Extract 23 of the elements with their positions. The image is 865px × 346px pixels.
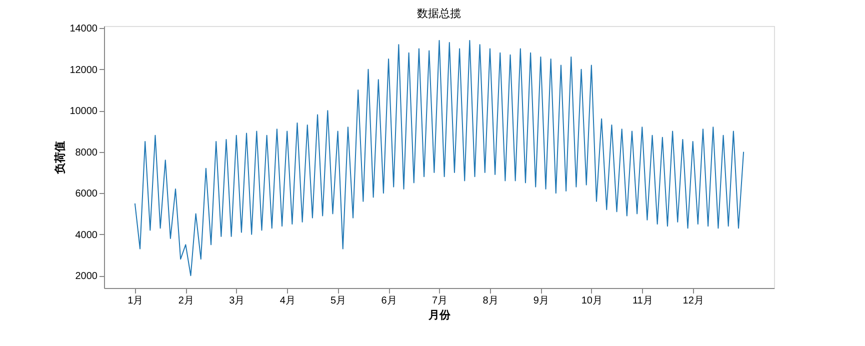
y-tick-label: 10000 bbox=[70, 106, 98, 118]
x-axis-title: 月份 bbox=[428, 310, 452, 322]
chart-title: 数据总揽 bbox=[417, 7, 461, 20]
x-tick-label: 12月 bbox=[682, 296, 704, 306]
x-tick-label: 10月 bbox=[581, 296, 602, 306]
y-tick-label: 14000 bbox=[70, 24, 98, 35]
y-tick-label: 2000 bbox=[75, 271, 98, 282]
y-tick-label: 4000 bbox=[75, 230, 98, 241]
x-tick-label: 11月 bbox=[632, 296, 653, 306]
x-tick-label: 2月 bbox=[178, 296, 194, 306]
x-tick-label: 5月 bbox=[330, 296, 346, 306]
x-tick-label: 1月 bbox=[128, 296, 144, 306]
line-series bbox=[134, 40, 744, 276]
y-axis-title: 负荷值 bbox=[54, 141, 67, 175]
x-tick-label: 8月 bbox=[482, 296, 498, 306]
y-tick-label: 6000 bbox=[75, 188, 98, 200]
y-tick-label: 8000 bbox=[75, 147, 98, 158]
x-tick-label: 6月 bbox=[381, 296, 397, 306]
x-tick-label: 4月 bbox=[280, 296, 296, 306]
x-tick-label: 3月 bbox=[229, 296, 245, 306]
x-tick-label: 7月 bbox=[432, 296, 448, 306]
x-tick-label: 9月 bbox=[533, 296, 549, 306]
y-tick-label: 12000 bbox=[70, 64, 98, 76]
